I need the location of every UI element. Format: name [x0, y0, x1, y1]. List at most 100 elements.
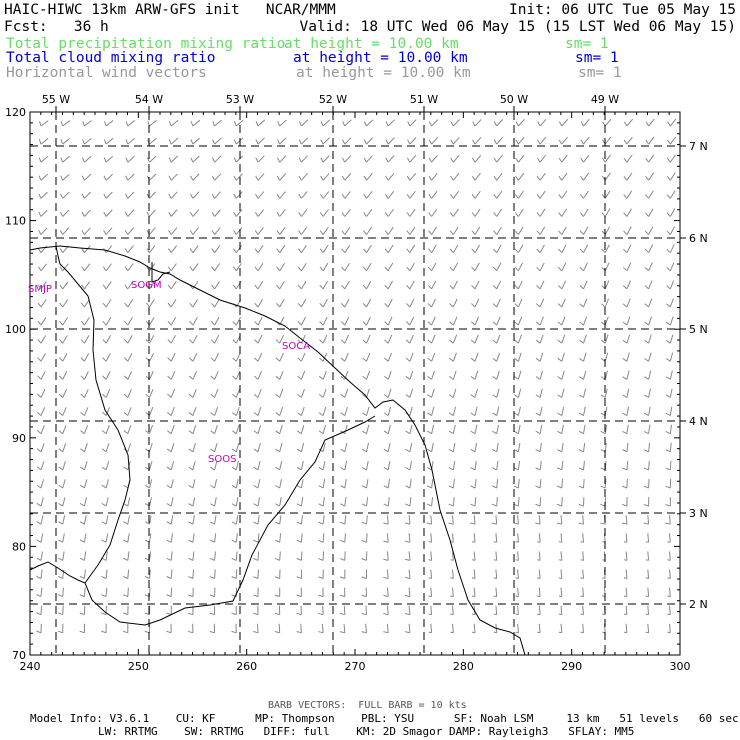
- lat-label: 7 N: [689, 140, 708, 153]
- wind-barb-feather: [340, 394, 346, 398]
- wind-barb-staff: [170, 479, 174, 489]
- wind-barb-staff: [257, 442, 261, 452]
- wind-barb-feather: [623, 230, 628, 235]
- wind-barb-staff: [561, 406, 565, 416]
- wind-barb-feather: [80, 320, 85, 326]
- wind-barb-staff: [235, 245, 242, 253]
- wind-barb-staff: [83, 533, 87, 543]
- wind-barb-staff: [669, 298, 674, 308]
- wind-barb-feather: [188, 412, 194, 416]
- lat-label: 3 N: [689, 507, 708, 520]
- wind-barb-feather: [123, 411, 129, 416]
- wind-barb-staff: [647, 587, 650, 597]
- lon-label: 49 W: [591, 93, 619, 106]
- wind-barb-feather: [536, 175, 541, 181]
- wind-barb-feather: [210, 484, 215, 489]
- wind-barb-feather: [102, 339, 107, 344]
- wind-barb-staff: [344, 226, 351, 235]
- wind-barb-feather: [558, 613, 562, 616]
- wind-barb-staff: [561, 388, 565, 398]
- wind-barb-staff: [366, 479, 369, 489]
- wind-barb-staff: [539, 154, 547, 163]
- wind-barb-staff: [669, 118, 677, 127]
- wind-barb-feather: [101, 594, 107, 598]
- wind-barb-feather: [276, 212, 281, 217]
- wind-barb-feather: [384, 321, 389, 326]
- wind-barb-feather: [493, 541, 497, 543]
- wind-barb-staff: [322, 119, 331, 127]
- wind-barb-staff: [170, 191, 178, 199]
- wind-barb-staff: [561, 262, 567, 272]
- wind-barb-staff: [279, 262, 286, 272]
- wind-barb-staff: [235, 370, 241, 380]
- wind-barb-feather: [407, 139, 411, 145]
- wind-barb-feather: [296, 521, 302, 525]
- wind-barb-feather: [535, 449, 541, 453]
- wind-barb-staff: [170, 533, 173, 543]
- wind-barb-staff: [257, 173, 265, 181]
- wind-barb-feather: [60, 121, 64, 127]
- wind-barb-staff: [105, 425, 110, 434]
- field-2-sm: sm= 1: [575, 50, 619, 66]
- wind-barb-staff: [669, 460, 672, 470]
- wind-barb-staff: [127, 425, 132, 434]
- wind-barb-staff: [40, 479, 45, 489]
- wind-barb-staff: [538, 569, 541, 579]
- wind-barb-staff: [279, 119, 287, 127]
- wind-barb-staff: [517, 442, 521, 452]
- wind-barb-staff: [669, 208, 676, 217]
- wind-barb-staff: [583, 352, 587, 362]
- wind-barb-feather: [166, 466, 172, 471]
- wind-barb-staff: [604, 280, 610, 290]
- wind-barb-feather: [558, 230, 563, 235]
- wind-barb-staff: [431, 262, 437, 272]
- wind-barb-staff: [170, 425, 175, 434]
- wind-barb-feather: [536, 248, 541, 254]
- wind-barb-feather: [166, 484, 172, 489]
- wind-barb-staff: [170, 497, 174, 507]
- wind-barb-staff: [344, 442, 348, 452]
- wind-barb-staff: [344, 515, 347, 525]
- wind-barb-feather: [643, 412, 649, 417]
- wind-barb-staff: [170, 407, 175, 416]
- wind-barb-staff: [647, 515, 650, 525]
- border-suriname-guiana: [55, 245, 131, 584]
- wind-barb-feather: [644, 376, 649, 380]
- wind-barb-staff: [214, 119, 222, 127]
- wind-barb-feather: [123, 557, 129, 561]
- wind-barb-feather: [536, 230, 541, 235]
- wind-barb-feather: [144, 576, 150, 579]
- wind-barb-feather: [448, 412, 454, 417]
- wind-barb-feather: [601, 248, 606, 254]
- wind-barb-staff: [192, 533, 195, 543]
- border-west-suriname: [29, 415, 376, 626]
- wind-barb-staff: [300, 442, 305, 452]
- wind-barb-staff: [170, 209, 178, 217]
- wind-barb-feather: [666, 267, 671, 272]
- wind-barb-staff: [214, 443, 218, 452]
- wind-barb-staff: [539, 460, 542, 470]
- wind-barb-feather: [253, 466, 259, 471]
- wind-barb-staff: [214, 533, 217, 543]
- wind-barb-feather: [493, 613, 497, 616]
- wind-barb-feather: [125, 193, 129, 199]
- wind-barb-staff: [279, 227, 286, 235]
- wind-barb-feather: [318, 394, 324, 398]
- wind-barb-feather: [513, 522, 519, 525]
- wind-barb-staff: [473, 533, 476, 543]
- wind-barb-staff: [452, 569, 454, 579]
- wind-barb-feather: [123, 357, 129, 362]
- wind-barb-staff: [387, 316, 393, 326]
- wind-barb-feather: [297, 284, 302, 290]
- wind-barb-staff: [386, 569, 389, 579]
- wind-barb-feather: [341, 193, 346, 199]
- wind-barb-feather: [645, 559, 649, 561]
- wind-barb-feather: [558, 194, 563, 199]
- wind-barb-staff: [387, 497, 390, 507]
- wind-barb-staff: [62, 533, 65, 543]
- wind-barb-staff: [62, 335, 68, 344]
- wind-barb-staff: [409, 155, 417, 163]
- wind-barb-staff: [322, 191, 330, 199]
- wind-barb-feather: [557, 394, 563, 398]
- wind-barb-staff: [452, 424, 456, 434]
